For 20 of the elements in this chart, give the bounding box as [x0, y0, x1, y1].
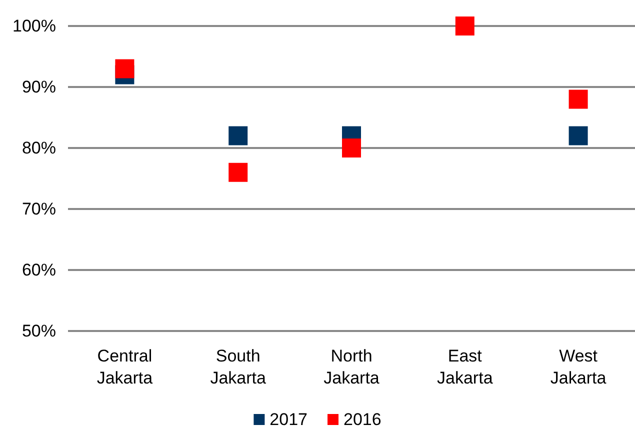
- y-tick-label: 50%: [22, 322, 56, 340]
- x-tick-label: South Jakarta: [210, 346, 267, 388]
- x-tick-label: Central Jakarta: [96, 346, 154, 388]
- x-tick-label: East Jakarta: [437, 346, 494, 388]
- legend-label: 2017: [270, 410, 308, 429]
- y-tick-label: 70%: [22, 200, 56, 218]
- point: [455, 16, 474, 36]
- point: [342, 138, 361, 158]
- legend-label: 2016: [344, 410, 382, 429]
- y-tick-label: 100%: [12, 16, 56, 36]
- point: [115, 59, 134, 78]
- point: [228, 162, 248, 182]
- y-tick-label: 60%: [22, 260, 56, 280]
- x-tick-label: West Jakarta: [550, 346, 607, 388]
- point: [568, 126, 588, 146]
- y-tick-label: 90%: [22, 78, 56, 96]
- point: [228, 126, 248, 146]
- point: [568, 90, 588, 109]
- y-tick-label: 80%: [22, 138, 56, 158]
- x-tick-label: North Jakarta: [324, 346, 380, 388]
